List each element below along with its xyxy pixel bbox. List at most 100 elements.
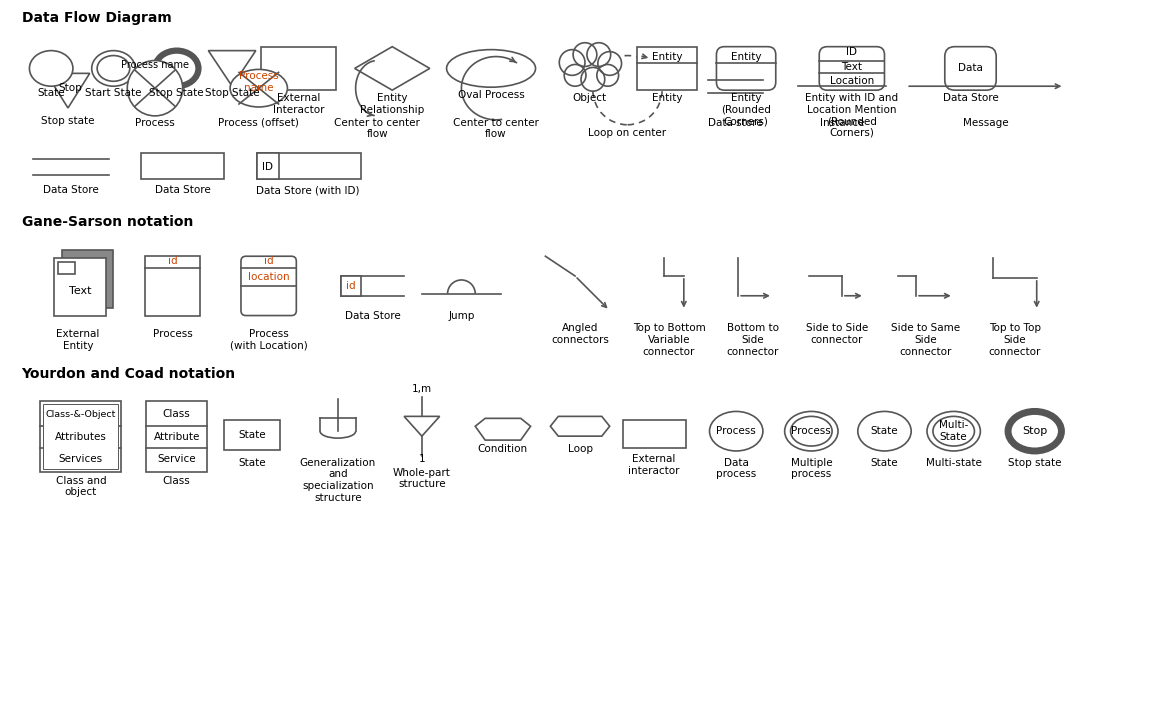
Text: Data Store: Data Store [43,185,99,195]
Ellipse shape [857,411,911,451]
Text: Side to Side
connector: Side to Side connector [806,323,868,345]
Text: Entity: Entity [651,51,683,62]
Bar [146,400,207,472]
Text: Instance: Instance [820,118,864,128]
Text: Text: Text [69,286,91,296]
Text: Attribute: Attribute [154,432,200,442]
Circle shape [587,43,610,67]
Text: Data Flow Diagram: Data Flow Diagram [21,11,171,25]
Text: ID: ID [262,162,273,173]
Text: Jump: Jump [449,310,474,320]
Text: Whole-part
structure: Whole-part structure [393,468,451,489]
Ellipse shape [446,49,536,87]
Text: Class: Class [163,410,191,419]
Text: State: State [238,458,266,468]
Text: Process
name: Process name [239,72,278,93]
Text: Service: Service [157,454,196,464]
Text: Services: Services [58,454,103,464]
Bar [62,250,113,307]
Text: External
Entity: External Entity [56,329,99,351]
Text: Stop State: Stop State [205,88,260,98]
Bar [58,262,75,274]
Text: State: State [870,458,898,468]
Text: Angled
connectors: Angled connectors [551,323,609,345]
Text: Process name: Process name [121,60,189,70]
Text: Stop: Stop [58,83,82,94]
Circle shape [127,60,183,116]
Text: location: location [248,272,289,282]
Text: Stop State: Stop State [149,88,204,98]
Ellipse shape [785,411,838,451]
Text: Stop: Stop [1022,426,1047,436]
Text: Loop on center: Loop on center [588,128,666,138]
Bar [43,404,119,469]
Text: Process (offset): Process (offset) [218,118,299,128]
Bar [146,256,200,315]
Text: 1: 1 [418,454,425,464]
Bar [141,154,224,179]
Text: Yourdon and Coad notation: Yourdon and Coad notation [21,367,235,381]
Text: Class-&-Object: Class-&-Object [45,410,117,419]
Text: ID: ID [846,46,857,57]
Text: Condition: Condition [478,444,528,454]
Text: ic: ic [63,264,71,273]
Text: Class: Class [163,476,191,486]
Circle shape [596,65,619,86]
Text: Object: Object [573,93,607,103]
Bar [256,154,361,179]
Text: Data Store (with ID): Data Store (with ID) [256,185,360,195]
Ellipse shape [231,70,288,107]
Text: Start State: Start State [85,88,142,98]
Text: id: id [263,256,274,266]
Text: External
Interactor: External Interactor [273,93,324,115]
Circle shape [581,67,605,91]
Text: Center to center
flow: Center to center flow [453,118,539,139]
Text: Data store: Data store [708,118,763,128]
Circle shape [573,43,596,67]
Text: Center to center
flow: Center to center flow [334,118,421,139]
Text: Bottom to
Side
connector: Bottom to Side connector [727,323,779,357]
Ellipse shape [927,411,981,451]
Ellipse shape [92,51,135,86]
Text: Multi-state: Multi-state [926,458,982,468]
Bar [256,154,278,179]
Text: Top to Bottom
Variable
connector: Top to Bottom Variable connector [633,323,705,357]
Text: Side to Same
Side
connector: Side to Same Side connector [891,323,961,357]
Bar [637,46,697,90]
Text: Stop state: Stop state [1008,458,1061,468]
Text: Process
(with Location): Process (with Location) [230,329,308,351]
Text: Entity: Entity [651,93,683,103]
Ellipse shape [29,51,73,86]
Text: Multi-
State: Multi- State [939,420,968,442]
Circle shape [559,49,585,75]
Text: Oval Process: Oval Process [458,90,524,100]
Bar [261,46,336,90]
Text: Loop: Loop [567,444,593,454]
Text: Data Store: Data Store [942,93,998,103]
Text: Process: Process [791,426,831,436]
Text: Data Store: Data Store [345,310,401,320]
Text: Multiple
process: Multiple process [791,458,832,479]
Text: Entity: Entity [730,51,762,62]
Text: Data: Data [958,63,983,73]
Text: Message: Message [962,118,1008,128]
FancyBboxPatch shape [241,256,296,315]
Text: id: id [168,256,177,266]
Text: Text: Text [841,62,862,72]
Text: 1,m: 1,m [411,384,432,394]
Bar [54,258,106,315]
Ellipse shape [933,416,974,446]
Ellipse shape [97,56,129,81]
Bar [224,420,280,450]
Text: Entity
Relationship: Entity Relationship [360,93,424,115]
Bar [622,420,686,448]
Text: State: State [238,430,266,440]
Text: Location: Location [829,76,874,86]
Ellipse shape [1008,411,1061,451]
FancyBboxPatch shape [945,46,996,90]
Text: Attributes: Attributes [55,432,107,442]
Text: Process: Process [135,118,175,128]
Circle shape [564,65,586,86]
Text: Gane-Sarson notation: Gane-Sarson notation [21,215,193,228]
Text: Class and
object: Class and object [56,476,106,497]
